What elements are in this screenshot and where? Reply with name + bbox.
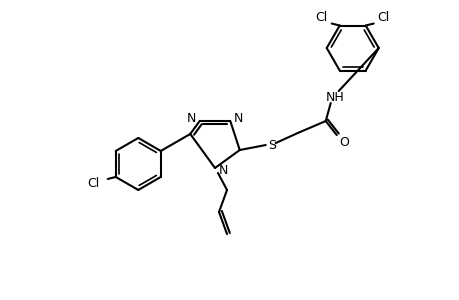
Text: O: O	[338, 136, 348, 148]
Text: Cl: Cl	[315, 11, 327, 24]
Text: NH: NH	[325, 91, 343, 103]
Text: N: N	[218, 164, 227, 176]
Text: Cl: Cl	[88, 178, 100, 190]
Text: Cl: Cl	[377, 11, 389, 24]
Text: S: S	[267, 139, 275, 152]
Text: N: N	[233, 112, 242, 125]
Text: N: N	[187, 112, 196, 125]
